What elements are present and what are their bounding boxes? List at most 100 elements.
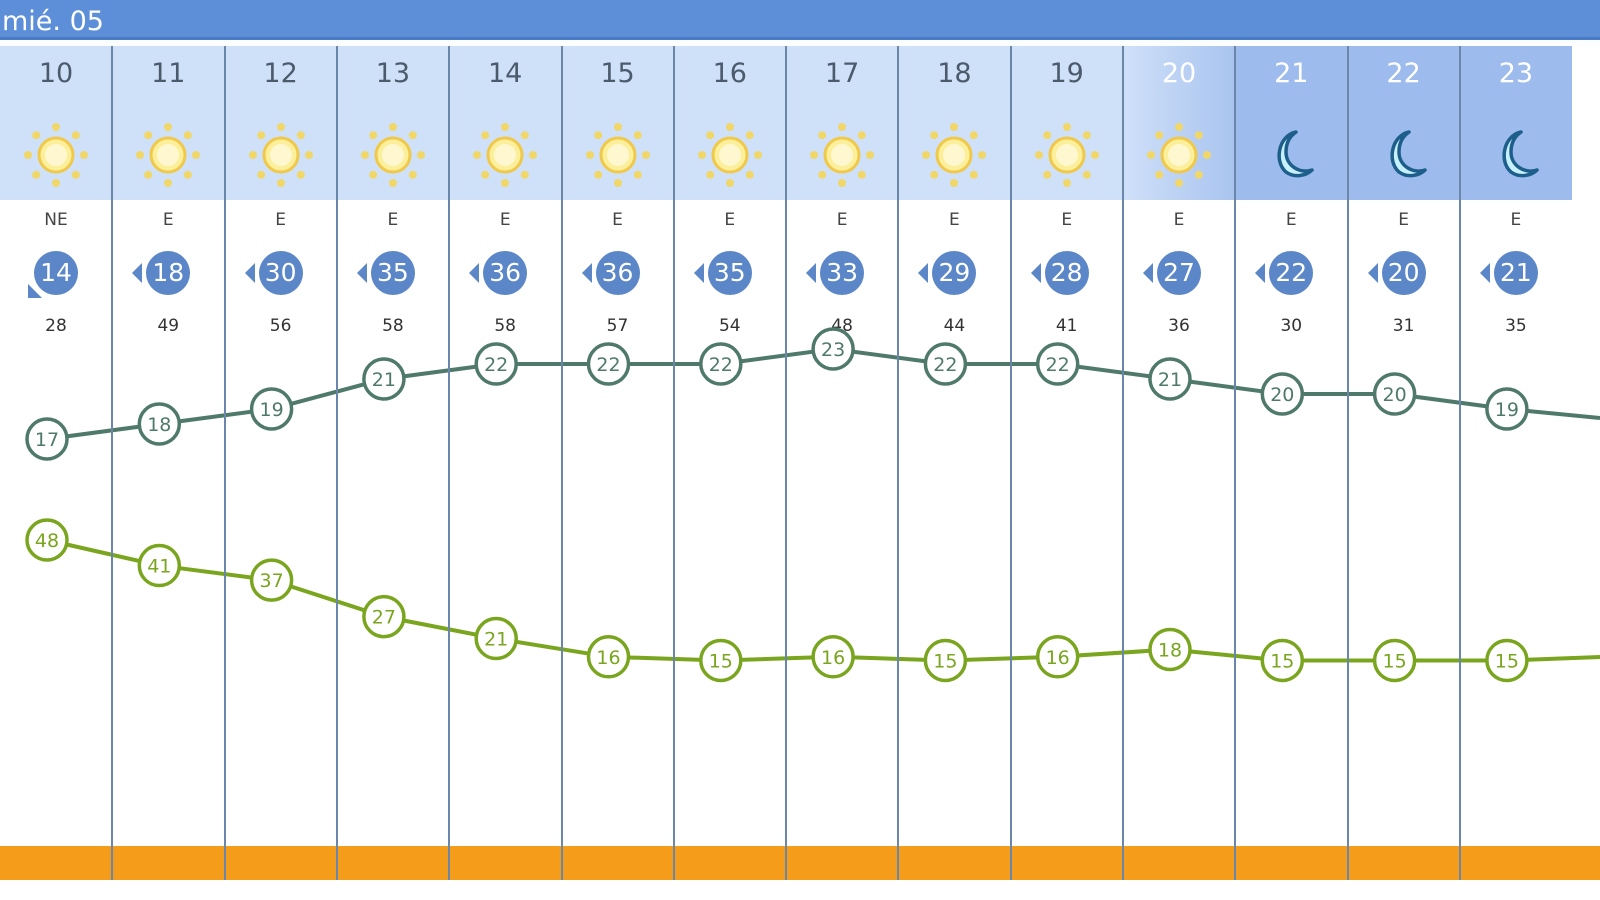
hour-column: 22 E 20 31 — [1347, 46, 1460, 880]
wind-gust: 41 — [1055, 316, 1078, 336]
hour-label: 15 — [600, 58, 635, 89]
hour-column: 23 E 21 35 — [1459, 46, 1572, 880]
wind-arrow-icon — [244, 263, 255, 283]
wind-direction: E — [612, 210, 623, 230]
hour-label: 11 — [151, 58, 186, 89]
wind-speed-badge: 22 — [1269, 251, 1314, 295]
hour-column: 17 E 33 48 — [786, 46, 899, 880]
hour-column: 21 E 22 30 — [1235, 46, 1348, 880]
wind-direction: E — [1173, 210, 1185, 230]
wind-speed-badge: 36 — [483, 251, 528, 295]
hour-column: 15 E 36 57 — [561, 46, 674, 880]
wind-arrow-icon — [1143, 263, 1153, 283]
hour-label: 17 — [824, 58, 860, 89]
hour-label: 19 — [1049, 58, 1084, 89]
wind-speed-badge: 20 — [1381, 251, 1426, 295]
wind-gust: 35 — [1505, 316, 1527, 336]
moon-icon — [1369, 120, 1439, 190]
wind-arrow-icon — [918, 263, 929, 283]
column-divider — [448, 46, 451, 880]
sun-icon — [246, 120, 316, 190]
sun-icon — [919, 120, 989, 190]
wind-direction: E — [724, 210, 736, 230]
wind-speed-badge: 21 — [1493, 251, 1538, 295]
hour-label: 21 — [1274, 58, 1309, 89]
wind-gust: 58 — [382, 316, 404, 336]
column-divider — [1122, 46, 1124, 880]
wind-direction: E — [949, 210, 960, 230]
hour-column: 14 E 36 58 — [449, 46, 562, 880]
wind-gust: 48 — [831, 316, 853, 336]
moon-icon — [1256, 120, 1326, 190]
wind-gust: 49 — [157, 316, 180, 336]
hour-column: 10 NE 14 28 — [0, 46, 112, 880]
sun-icon — [1032, 120, 1102, 190]
wind-arrow-icon — [1367, 263, 1378, 283]
wind-arrow-icon — [1030, 263, 1041, 283]
wind-gust: 54 — [718, 316, 741, 336]
wind-speed-badge: 35 — [370, 251, 415, 295]
bottom-margin — [0, 880, 1600, 900]
wind-arrow-icon — [693, 263, 704, 283]
hour-column: 16 E 35 54 — [673, 46, 786, 880]
column-divider — [560, 46, 563, 880]
sun-icon — [358, 120, 428, 190]
wind-direction: E — [162, 210, 174, 230]
day-header: mié. 05 — [0, 0, 1600, 40]
column-divider — [897, 46, 900, 880]
wind-arrow-icon — [1255, 263, 1266, 283]
day-label: mié. 05 — [2, 6, 104, 37]
column-divider — [785, 46, 788, 880]
wind-direction: E — [499, 210, 511, 230]
column-divider — [672, 46, 675, 880]
hour-label: 14 — [488, 58, 523, 89]
wind-gust: 30 — [1280, 316, 1303, 336]
wind-gust: 44 — [943, 316, 966, 336]
wind-arrow-icon — [469, 263, 480, 283]
wind-speed-badge: 36 — [595, 251, 640, 295]
wind-gust: 28 — [45, 316, 67, 336]
sun-icon — [21, 120, 91, 190]
column-divider — [335, 46, 338, 880]
hour-column: 11 E 18 49 — [112, 46, 225, 880]
column-divider — [1458, 46, 1461, 880]
hour-column: 20 E 27 36 — [1123, 46, 1235, 880]
wind-speed-badge: 33 — [820, 251, 865, 295]
sun-icon — [133, 120, 203, 190]
hour-column: 13 E 35 58 — [336, 46, 449, 880]
wind-gust: 58 — [494, 316, 516, 336]
hour-label: 20 — [1161, 58, 1197, 89]
wind-direction: NE — [44, 210, 68, 230]
column-divider — [111, 46, 114, 880]
wind-direction: E — [1061, 210, 1073, 230]
wind-speed-badge: 18 — [146, 251, 191, 295]
wind-arrow-icon — [356, 263, 367, 283]
column-divider — [223, 46, 226, 880]
wind-gust: 36 — [1168, 316, 1190, 336]
sun-icon — [807, 120, 877, 190]
hour-label: 22 — [1386, 58, 1421, 89]
hour-label: 18 — [937, 58, 972, 89]
wind-direction: E — [1510, 210, 1522, 230]
wind-direction: E — [387, 210, 399, 230]
hour-label: 12 — [263, 58, 298, 89]
hour-label: 10 — [38, 58, 74, 89]
wind-direction: E — [1398, 210, 1409, 230]
column-divider — [1009, 46, 1012, 880]
wind-arrow-icon — [806, 263, 817, 283]
moon-icon — [1481, 120, 1551, 190]
sun-icon — [1144, 120, 1214, 190]
wind-gust: 57 — [606, 316, 629, 336]
wind-speed-badge: 35 — [707, 251, 752, 295]
sun-icon — [583, 120, 653, 190]
hour-label: 23 — [1498, 58, 1534, 89]
hour-columns: 10 NE 14 28 11 E 18 49 12 E — [0, 46, 1600, 880]
wind-arrow-icon — [132, 263, 143, 283]
sun-icon — [470, 120, 540, 190]
wind-gust: 56 — [269, 316, 292, 336]
wind-arrow-icon — [581, 263, 592, 283]
wind-direction: E — [836, 210, 848, 230]
wind-speed-badge: 29 — [932, 251, 977, 295]
hour-label: 16 — [712, 58, 747, 89]
